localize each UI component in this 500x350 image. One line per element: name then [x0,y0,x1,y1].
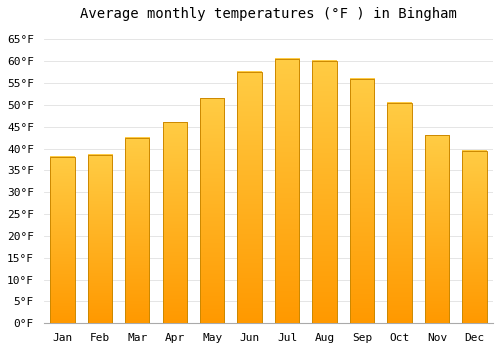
Bar [350,79,374,323]
Bar [50,158,74,323]
Bar [312,61,336,323]
Title: Average monthly temperatures (°F ) in Bingham: Average monthly temperatures (°F ) in Bi… [80,7,457,21]
Bar [238,72,262,323]
Bar [200,98,224,323]
Bar [162,122,187,323]
Bar [424,135,449,323]
Bar [388,103,411,323]
Bar [275,59,299,323]
Bar [125,138,150,323]
Bar [462,151,486,323]
Bar [88,155,112,323]
